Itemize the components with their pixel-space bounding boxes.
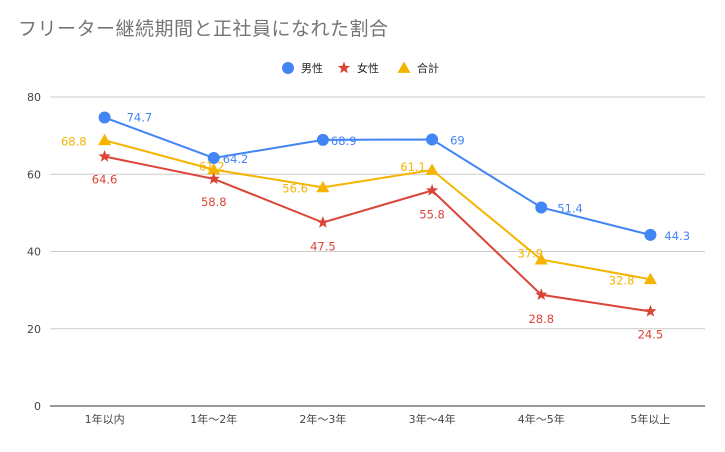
y-tick-label: 0 [34, 400, 41, 413]
data-label: 24.5 [638, 327, 664, 341]
data-point-star [337, 61, 351, 74]
data-point-triangle [316, 180, 330, 193]
data-label: 44.3 [664, 229, 690, 243]
data-label: 68.8 [61, 134, 87, 148]
data-label: 28.8 [528, 312, 554, 326]
data-label: 69 [450, 133, 465, 147]
data-point-triangle [98, 133, 112, 146]
data-label: 58.8 [201, 195, 227, 209]
data-point-star [207, 172, 220, 185]
data-point-triangle [643, 272, 657, 285]
data-point-circle [535, 201, 548, 214]
data-label: 56.6 [282, 181, 308, 195]
data-label: 47.5 [310, 240, 336, 254]
data-point-circle [282, 62, 294, 74]
data-point-triangle [207, 163, 221, 175]
data-point-circle [98, 111, 111, 124]
y-tick-label: 80 [27, 91, 41, 104]
x-tick-label: 2年～3年 [299, 412, 346, 426]
data-label: 74.7 [127, 110, 153, 124]
legend-label: 女性 [357, 61, 379, 75]
data-point-circle [644, 228, 657, 241]
y-tick-label: 20 [27, 323, 41, 336]
data-point-star [98, 149, 111, 162]
series-line-1 [104, 155, 651, 313]
x-tick-label: 4年～5年 [518, 412, 565, 426]
data-label: 64.2 [223, 152, 249, 166]
x-tick-label: 5年以上 [630, 412, 670, 426]
data-label: 55.8 [419, 207, 445, 221]
data-point-triangle [425, 163, 439, 175]
data-label: 64.6 [92, 172, 118, 186]
series-line-2 [104, 139, 651, 281]
data-label: 68.9 [331, 134, 357, 148]
data-point-star [425, 183, 439, 196]
data-label: 61.1 [400, 160, 426, 174]
legend-label: 男性 [301, 61, 323, 75]
y-tick-label: 40 [27, 246, 41, 259]
x-tick-label: 1年以内 [85, 412, 125, 426]
data-point-star [535, 288, 548, 301]
data-label: 32.8 [609, 273, 635, 287]
data-point-circle [426, 133, 439, 146]
data-label: 61.2 [199, 160, 225, 174]
data-point-triangle [534, 253, 548, 265]
data-point-star [316, 216, 330, 228]
data-label: 51.4 [557, 201, 583, 215]
x-tick-label: 3年～4年 [409, 412, 456, 426]
data-point-circle [316, 133, 329, 146]
series-line-0 [104, 116, 651, 236]
data-point-triangle [397, 61, 411, 73]
data-point-circle [207, 152, 220, 165]
legend-label: 合計 [417, 61, 439, 75]
chart-title: フリーター継続期間と正社員になれた割合 [18, 18, 389, 40]
y-tick-label: 60 [27, 168, 41, 181]
data-point-star [644, 304, 657, 317]
x-tick-label: 1年～2年 [190, 412, 237, 426]
data-label: 37.9 [517, 247, 543, 261]
